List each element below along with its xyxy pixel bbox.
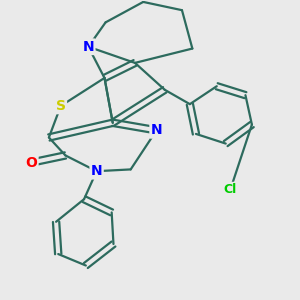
- Text: N: N: [151, 123, 162, 137]
- Text: O: O: [26, 156, 37, 170]
- Text: S: S: [56, 99, 66, 113]
- Text: Cl: Cl: [224, 183, 237, 196]
- Text: N: N: [82, 40, 94, 54]
- Text: N: N: [91, 164, 102, 178]
